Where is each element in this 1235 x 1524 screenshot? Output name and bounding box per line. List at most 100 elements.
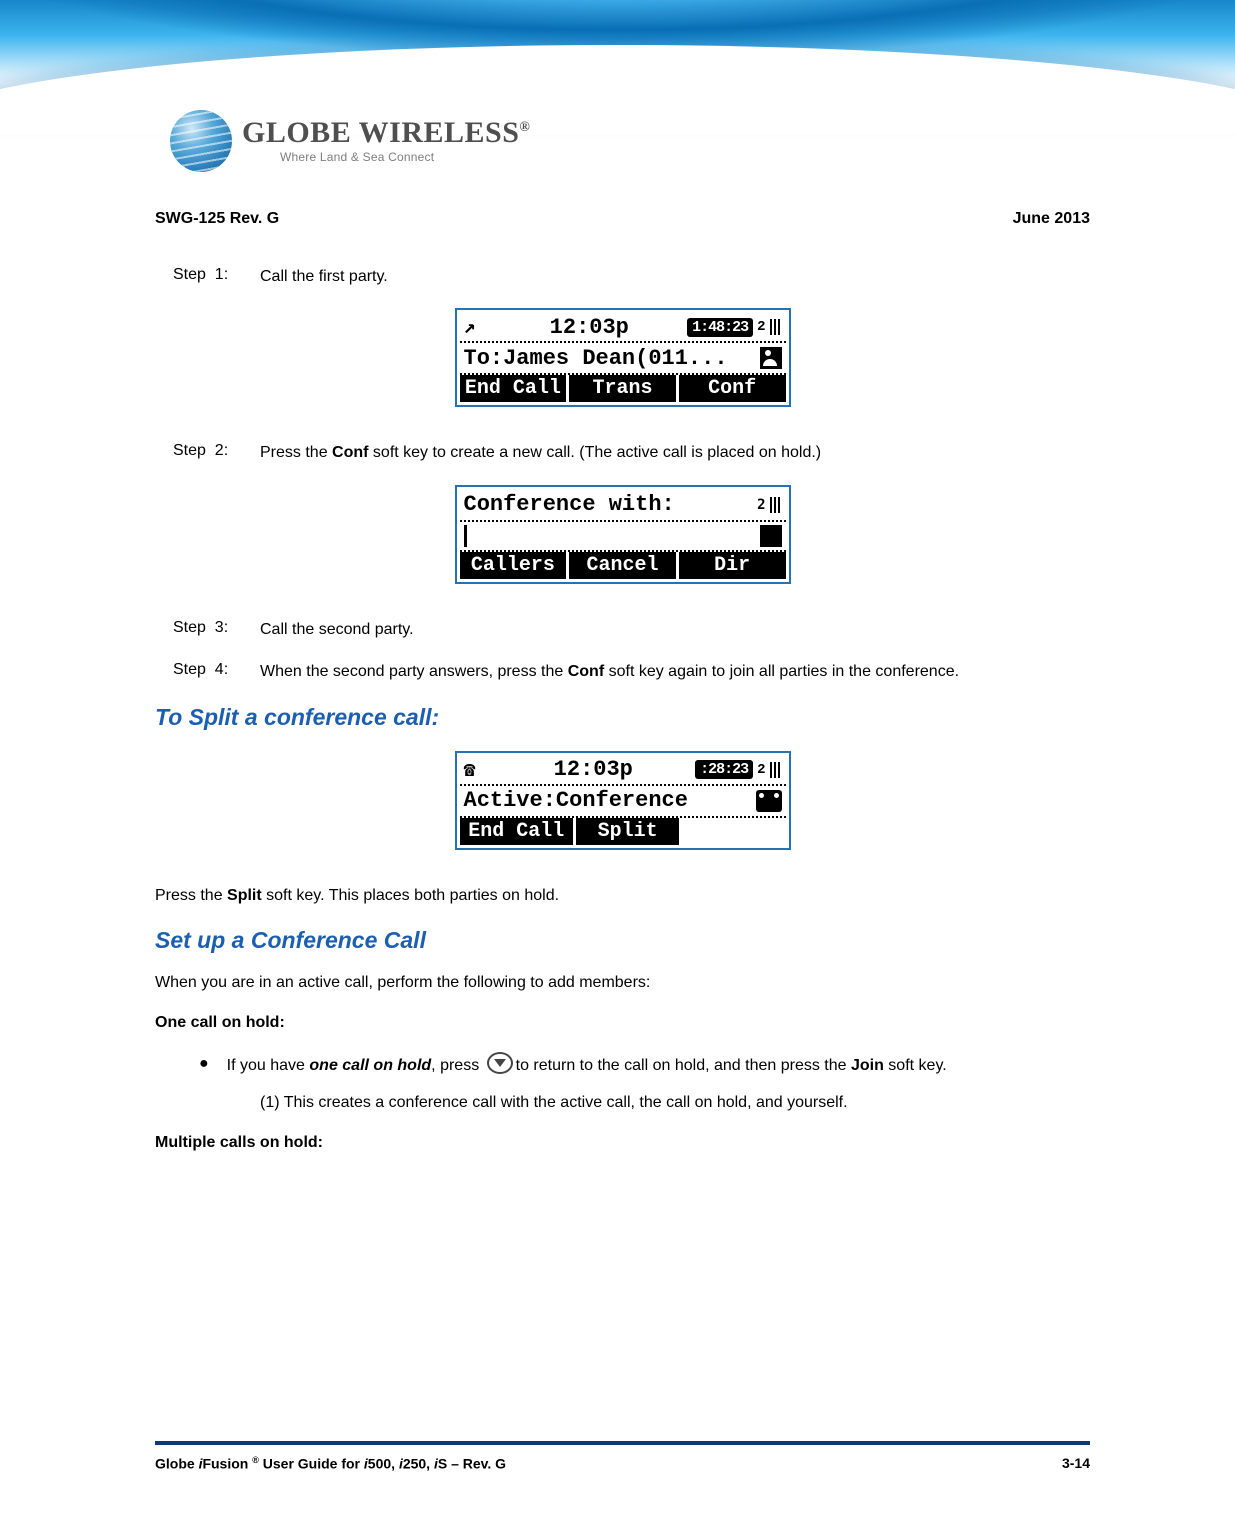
- phone-screen-fig2: Conference with: 2 Callers Cancel Dir: [455, 485, 791, 584]
- heading-setup: Set up a Conference Call: [155, 927, 1090, 954]
- step-text: Call the first party.: [260, 266, 1090, 288]
- text-pre: If you have: [227, 1057, 310, 1074]
- content-area: SWG-125 Rev. G June 2013 Step 1: Call th…: [0, 140, 1235, 1152]
- sub-step-1: (1) This creates a conference call with …: [155, 1091, 1090, 1114]
- softkey-trans[interactable]: Trans: [569, 375, 679, 402]
- page-footer: Globe iFusion ® User Guide for i500, i25…: [155, 1441, 1090, 1472]
- text-post: soft key to create a new call. (The acti…: [368, 444, 821, 461]
- softkey-endcall[interactable]: End Call: [460, 375, 570, 402]
- phone-screen-fig1: ↗ 12:03p 1:48:23 2 To:James Dean(011... …: [455, 308, 791, 407]
- heading-split: To Split a conference call:: [155, 704, 1090, 731]
- globe-icon: [170, 110, 232, 172]
- split-body: Press the Split soft key. This places bo…: [155, 885, 1090, 907]
- step-1: Step 1: Call the first party.: [155, 266, 1090, 288]
- text-bold: Conf: [332, 444, 368, 461]
- text-join: Join: [851, 1057, 884, 1074]
- bullet-text: If you have one call on hold, press to r…: [227, 1052, 1090, 1079]
- text-mid: , press: [431, 1057, 483, 1074]
- t: 250,: [403, 1456, 434, 1472]
- line-indicator: 2: [757, 762, 765, 778]
- footer-row: Globe iFusion ® User Guide for i500, i25…: [155, 1455, 1090, 1472]
- lcd-status-row: ☎ 12:03p :28:23 2: [460, 756, 786, 786]
- phone-screen-fig3: ☎ 12:03p :28:23 2 Active:Conference: [455, 751, 791, 850]
- duration-badge: 1:48:23: [687, 318, 753, 337]
- step-label: Step 2:: [155, 442, 260, 464]
- footer-page: 3-14: [1062, 1455, 1090, 1472]
- signal-icon: [770, 497, 782, 513]
- brand-name-text: GLOBE WIRELESS: [242, 116, 519, 149]
- t: Fusion: [202, 1456, 252, 1472]
- text-bold: Conf: [568, 663, 604, 680]
- lcd-status-row: ↗ 12:03p 1:48:23 2: [460, 313, 786, 343]
- step-3: Step 3: Call the second party.: [155, 619, 1090, 641]
- doc-header: SWG-125 Rev. G June 2013: [155, 210, 1090, 228]
- duration-badge: :28:23: [695, 760, 753, 779]
- lcd-title-row: Conference with: 2: [460, 490, 786, 522]
- softkey-row: End Call Trans Conf: [460, 375, 786, 402]
- doc-date: June 2013: [1013, 210, 1090, 228]
- lcd-time: 12:03p: [492, 757, 696, 782]
- page: GLOBE WIRELESS® Where Land & Sea Connect…: [0, 0, 1235, 1524]
- handset-icon: ☎: [464, 757, 492, 783]
- t: ®: [252, 1455, 259, 1465]
- softkey-row: Callers Cancel Dir: [460, 552, 786, 579]
- brand-text-block: GLOBE WIRELESS® Where Land & Sea Connect: [242, 118, 530, 164]
- lcd-time: 12:03p: [492, 315, 688, 340]
- t: 500,: [368, 1456, 399, 1472]
- signal-icon: [770, 319, 782, 335]
- one-hold-label: One call on hold:: [155, 1014, 1090, 1032]
- softkey-endcall[interactable]: End Call: [460, 818, 577, 845]
- text-bold: Split: [227, 887, 262, 904]
- lcd-caller-row: Active:Conference: [460, 786, 786, 818]
- lcd-title-text: Conference with:: [464, 492, 675, 517]
- text-post: soft key. This places both parties on ho…: [262, 887, 559, 904]
- step-text: Press the Conf soft key to create a new …: [260, 442, 1090, 464]
- step-label: Step 3:: [155, 619, 260, 641]
- signal-icon: [770, 762, 782, 778]
- bullet-one-hold: ● If you have one call on hold, press to…: [155, 1052, 1090, 1079]
- doc-id: SWG-125 Rev. G: [155, 210, 279, 228]
- softkey-cancel[interactable]: Cancel: [569, 552, 679, 579]
- step-label: Step 4:: [155, 661, 260, 683]
- conference-icon: [756, 790, 782, 812]
- footer-left: Globe iFusion ® User Guide for i500, i25…: [155, 1455, 506, 1472]
- softkey-conf[interactable]: Conf: [679, 375, 786, 402]
- step-4: Step 4: When the second party answers, p…: [155, 661, 1090, 683]
- t: Globe: [155, 1456, 199, 1472]
- text-emph: one call on hold: [309, 1057, 431, 1074]
- lcd-input-row: [460, 522, 786, 552]
- line-indicator: 2: [757, 497, 765, 513]
- lcd-caller-text: To:James Dean(011...: [464, 346, 728, 371]
- text-post2: soft key.: [884, 1057, 947, 1074]
- step-2: Step 2: Press the Conf soft key to creat…: [155, 442, 1090, 464]
- brand-logo: GLOBE WIRELESS® Where Land & Sea Connect: [170, 110, 530, 172]
- multi-hold-label: Multiple calls on hold:: [155, 1134, 1090, 1152]
- text-cursor-icon: [464, 525, 467, 547]
- footer-rule: [155, 1441, 1090, 1445]
- bullet-icon: ●: [199, 1052, 209, 1079]
- brand-tagline: Where Land & Sea Connect: [280, 150, 530, 164]
- text-pre: Press the: [260, 444, 332, 461]
- softkey-row: End Call Split: [460, 818, 786, 845]
- text-pre: Press the: [155, 887, 227, 904]
- lcd-caller-text: Active:Conference: [464, 788, 688, 813]
- call-out-arrow-icon: ↗: [464, 314, 492, 340]
- softkey-empty: [682, 818, 785, 845]
- softkey-dir[interactable]: Dir: [679, 552, 786, 579]
- down-nav-key-icon: [487, 1052, 513, 1074]
- text-post: soft key again to join all parties in th…: [604, 663, 959, 680]
- text-pre: When the second party answers, press the: [260, 663, 568, 680]
- setup-intro: When you are in an active call, perform …: [155, 972, 1090, 994]
- softkey-callers[interactable]: Callers: [460, 552, 570, 579]
- brand-reg: ®: [519, 120, 530, 135]
- t: S – Rev. G: [438, 1456, 506, 1472]
- step-label: Step 1:: [155, 266, 260, 288]
- brand-name: GLOBE WIRELESS®: [242, 118, 530, 148]
- text-post1: to return to the call on hold, and then …: [516, 1057, 851, 1074]
- t: User Guide for: [259, 1456, 364, 1472]
- person-icon: [760, 347, 782, 369]
- step-text: When the second party answers, press the…: [260, 661, 1090, 683]
- step-text: Call the second party.: [260, 619, 1090, 641]
- person-icon: [760, 525, 782, 547]
- softkey-split[interactable]: Split: [576, 818, 682, 845]
